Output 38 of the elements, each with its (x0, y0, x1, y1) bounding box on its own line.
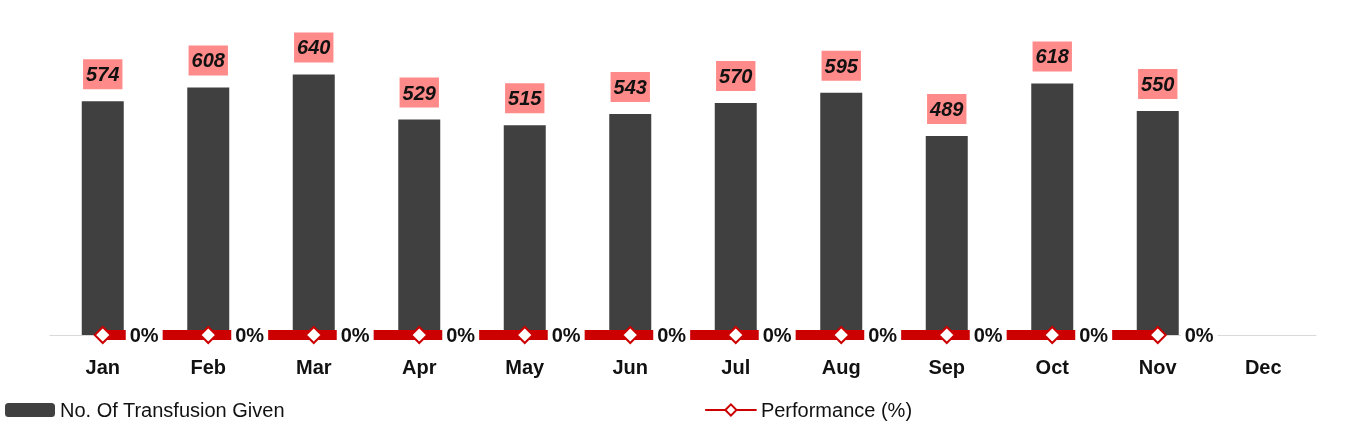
data-label: 0% (340, 324, 370, 346)
data-label: 0% (129, 324, 159, 346)
data-label: 550 (1141, 73, 1175, 96)
data-label: 515 (508, 87, 543, 110)
x-tick-label: May (505, 356, 546, 378)
legend-label: Performance (%) (760, 399, 913, 421)
data-label: 640 (297, 36, 331, 59)
x-tick-label: Jun (612, 356, 649, 378)
bar (81, 101, 124, 335)
data-label: 0% (1184, 324, 1214, 346)
data-label: 608 (191, 49, 226, 72)
data-label: 543 (613, 75, 647, 98)
data-label: 529 (402, 81, 437, 104)
x-tick-label: Nov (1138, 356, 1178, 378)
x-tick-label: Feb (190, 356, 227, 378)
data-label: 489 (929, 97, 965, 120)
data-label: 0% (551, 324, 581, 346)
data-label: 618 (1035, 45, 1070, 68)
x-tick-label: Mar (295, 356, 332, 378)
data-label: 570 (719, 64, 753, 87)
bar (1136, 111, 1179, 335)
x-tick-label: Jan (85, 356, 120, 378)
data-label: 0% (762, 324, 792, 346)
data-label: 0% (657, 324, 687, 346)
data-label: 574 (86, 63, 120, 86)
x-tick-label: Oct (1035, 356, 1070, 378)
data-label: 0% (868, 324, 898, 346)
data-label: 595 (824, 54, 859, 77)
x-tick-label: Sep (928, 356, 966, 378)
data-label: 0% (235, 324, 265, 346)
data-label: 0% (1079, 324, 1109, 346)
x-tick-label: Apr (402, 356, 437, 378)
data-label: 0% (973, 324, 1003, 346)
x-tick-label: Aug (821, 356, 861, 378)
x-tick-label: Dec (1244, 356, 1282, 378)
x-tick-label: Jul (721, 356, 751, 378)
data-label: 0% (446, 324, 476, 346)
legend-label: No. Of Transfusion Given (60, 399, 285, 421)
